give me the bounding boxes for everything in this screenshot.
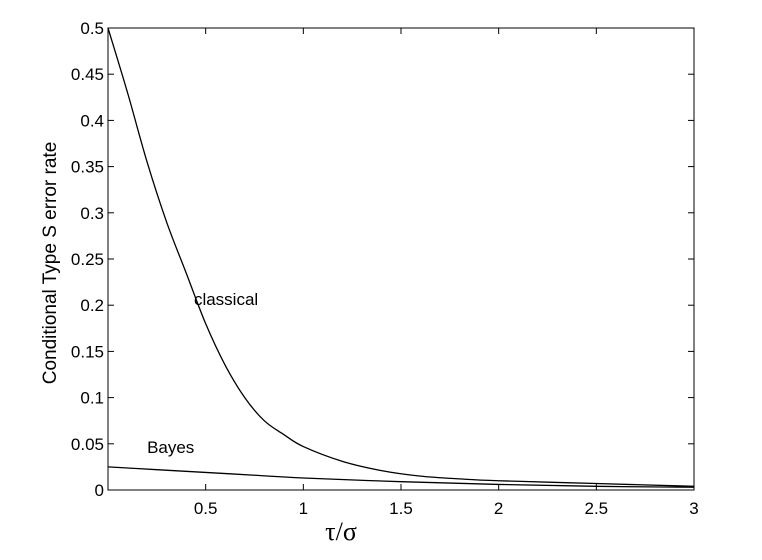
y-tick-label: 0.35 [71, 158, 104, 177]
annotations-layer: classical Bayes [147, 290, 258, 457]
y-tick-label: 0.25 [71, 250, 104, 269]
series-line-classical [107, 27, 695, 487]
y-tick-label: 0.45 [71, 65, 104, 84]
series-layer [107, 27, 695, 488]
x-tick-label: 3 [689, 499, 698, 518]
y-axis-title: Conditional Type S error rate [40, 142, 61, 385]
x-axis-title: τ/σ [325, 517, 357, 546]
plot-area [107, 27, 695, 491]
x-tick-label: 2 [494, 499, 503, 518]
annotation-bayes: Bayes [147, 438, 194, 457]
y-tick-label: 0 [95, 481, 104, 500]
series-line-bayes [107, 466, 695, 488]
ticks-layer: 0 0.05 0.1 0.15 0.2 0.25 0.3 0.35 0.4 0.45 0.5 0.5 1… [71, 19, 699, 518]
x-tick-label: 0.5 [194, 499, 218, 518]
annotation-classical: classical [194, 290, 258, 309]
y-tick-label: 0.05 [71, 435, 104, 454]
y-tick-label: 0.2 [80, 296, 104, 315]
x-tick-label: 2.5 [585, 499, 609, 518]
y-tick-label: 0.3 [80, 204, 104, 223]
y-tick-label: 0.1 [80, 389, 104, 408]
y-tick-label: 0.15 [71, 342, 104, 361]
x-tick-label: 1.5 [389, 499, 413, 518]
y-tick-label: 0.4 [80, 111, 104, 130]
y-tick-label: 0.5 [80, 19, 104, 38]
x-tick-label: 1 [299, 499, 308, 518]
